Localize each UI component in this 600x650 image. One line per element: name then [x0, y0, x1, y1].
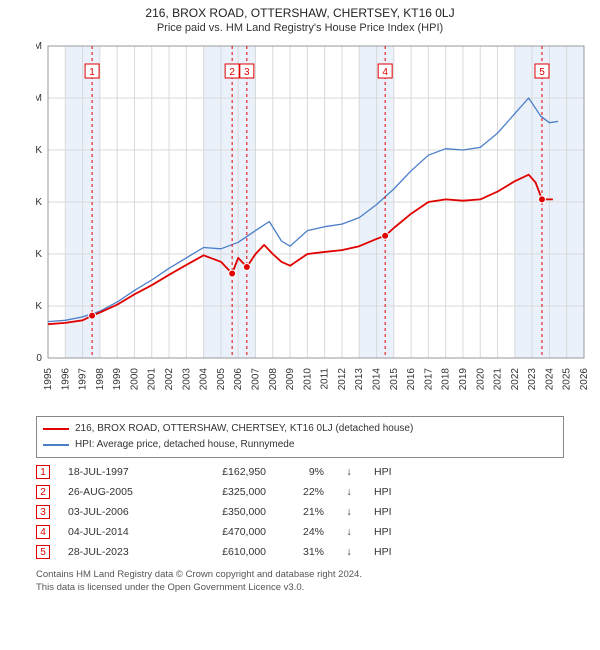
sale-marker-box: 1: [36, 465, 50, 479]
down-arrow-icon: ↓: [342, 546, 356, 558]
svg-text:2014: 2014: [372, 368, 383, 391]
svg-text:2010: 2010: [302, 368, 313, 391]
down-arrow-icon: ↓: [342, 526, 356, 538]
sale-date: 04-JUL-2014: [68, 526, 168, 538]
svg-text:2006: 2006: [233, 368, 244, 391]
svg-text:2024: 2024: [544, 368, 555, 391]
sale-hpi-label: HPI: [374, 526, 404, 538]
svg-text:2000: 2000: [129, 368, 140, 391]
legend-label-property: 216, BROX ROAD, OTTERSHAW, CHERTSEY, KT1…: [75, 422, 413, 436]
svg-text:1995: 1995: [43, 368, 54, 391]
sale-marker-box: 4: [36, 525, 50, 539]
legend-swatch-hpi: [43, 444, 69, 446]
sales-row: 1 18-JUL-1997 £162,950 9% ↓ HPI: [36, 462, 564, 482]
svg-text:2020: 2020: [475, 368, 486, 391]
svg-text:2015: 2015: [389, 368, 400, 391]
sale-hpi-label: HPI: [374, 506, 404, 518]
svg-text:£1.2M: £1.2M: [36, 41, 42, 52]
svg-text:1: 1: [89, 67, 95, 78]
svg-text:£400K: £400K: [36, 249, 42, 260]
svg-text:1998: 1998: [95, 368, 106, 391]
svg-text:£0: £0: [36, 353, 42, 364]
svg-text:£1M: £1M: [36, 93, 42, 104]
svg-text:2025: 2025: [562, 368, 573, 391]
svg-text:2011: 2011: [320, 368, 331, 390]
svg-text:3: 3: [244, 67, 250, 78]
svg-text:1999: 1999: [112, 368, 123, 391]
svg-text:4: 4: [382, 67, 388, 78]
footer: Contains HM Land Registry data © Crown c…: [36, 568, 564, 594]
sale-price: £610,000: [186, 546, 266, 558]
svg-text:2018: 2018: [441, 368, 452, 391]
down-arrow-icon: ↓: [342, 486, 356, 498]
svg-text:2009: 2009: [285, 368, 296, 391]
sale-pct: 21%: [284, 506, 324, 518]
svg-text:2002: 2002: [164, 368, 175, 391]
svg-text:2013: 2013: [354, 368, 365, 391]
svg-text:2016: 2016: [406, 368, 417, 391]
chart-area: £0 £200K £400K £600K £800K £1M £1.2M 1995 1996 19…: [36, 38, 596, 408]
svg-text:1996: 1996: [60, 368, 71, 391]
sale-date: 03-JUL-2006: [68, 506, 168, 518]
legend-row-property: 216, BROX ROAD, OTTERSHAW, CHERTSEY, KT1…: [43, 421, 557, 437]
svg-text:2007: 2007: [250, 368, 261, 391]
svg-text:£600K: £600K: [36, 197, 42, 208]
chart-svg: £0 £200K £400K £600K £800K £1M £1.2M 1995 1996 19…: [36, 38, 596, 408]
sales-row: 3 03-JUL-2006 £350,000 21% ↓ HPI: [36, 502, 564, 522]
svg-text:1997: 1997: [78, 368, 89, 391]
footer-line1: Contains HM Land Registry data © Crown c…: [36, 568, 564, 581]
svg-text:5: 5: [539, 67, 545, 78]
svg-text:2019: 2019: [458, 368, 469, 391]
sale-pct: 24%: [284, 526, 324, 538]
title-line2: Price paid vs. HM Land Registry's House …: [0, 22, 600, 38]
sale-price: £325,000: [186, 486, 266, 498]
sale-marker-box: 3: [36, 505, 50, 519]
svg-text:2023: 2023: [527, 368, 538, 391]
svg-text:£800K: £800K: [36, 145, 42, 156]
sales-row: 5 28-JUL-2023 £610,000 31% ↓ HPI: [36, 542, 564, 562]
legend-label-hpi: HPI: Average price, detached house, Runn…: [75, 438, 294, 452]
svg-text:2012: 2012: [337, 368, 348, 391]
svg-text:£200K: £200K: [36, 301, 42, 312]
svg-text:2017: 2017: [423, 368, 434, 391]
svg-text:2003: 2003: [181, 368, 192, 391]
title-block: 216, BROX ROAD, OTTERSHAW, CHERTSEY, KT1…: [0, 0, 600, 38]
legend-row-hpi: HPI: Average price, detached house, Runn…: [43, 437, 557, 453]
title-line1: 216, BROX ROAD, OTTERSHAW, CHERTSEY, KT1…: [0, 4, 600, 22]
chart-container: 216, BROX ROAD, OTTERSHAW, CHERTSEY, KT1…: [0, 0, 600, 650]
sale-pct: 9%: [284, 466, 324, 478]
down-arrow-icon: ↓: [342, 466, 356, 478]
svg-text:2004: 2004: [199, 368, 210, 391]
svg-text:2001: 2001: [147, 368, 158, 391]
sale-hpi-label: HPI: [374, 466, 404, 478]
legend: 216, BROX ROAD, OTTERSHAW, CHERTSEY, KT1…: [36, 416, 564, 458]
sale-hpi-label: HPI: [374, 546, 404, 558]
svg-text:2022: 2022: [510, 368, 521, 391]
down-arrow-icon: ↓: [342, 506, 356, 518]
sale-pct: 31%: [284, 546, 324, 558]
svg-text:2021: 2021: [493, 368, 504, 391]
sale-date: 26-AUG-2005: [68, 486, 168, 498]
sale-hpi-label: HPI: [374, 486, 404, 498]
sales-row: 4 04-JUL-2014 £470,000 24% ↓ HPI: [36, 522, 564, 542]
sale-price: £470,000: [186, 526, 266, 538]
sale-marker-box: 5: [36, 545, 50, 559]
sale-price: £162,950: [186, 466, 266, 478]
footer-line2: This data is licensed under the Open Gov…: [36, 581, 564, 594]
svg-text:2: 2: [229, 67, 235, 78]
sale-marker-box: 2: [36, 485, 50, 499]
sale-date: 28-JUL-2023: [68, 546, 168, 558]
sale-price: £350,000: [186, 506, 266, 518]
sales-row: 2 26-AUG-2005 £325,000 22% ↓ HPI: [36, 482, 564, 502]
legend-swatch-property: [43, 428, 69, 430]
sale-date: 18-JUL-1997: [68, 466, 168, 478]
svg-text:2008: 2008: [268, 368, 279, 391]
svg-text:2026: 2026: [579, 368, 590, 391]
svg-text:2005: 2005: [216, 368, 227, 391]
sales-table: 1 18-JUL-1997 £162,950 9% ↓ HPI 2 26-AUG-2005 £3…: [36, 462, 564, 562]
sale-pct: 22%: [284, 486, 324, 498]
